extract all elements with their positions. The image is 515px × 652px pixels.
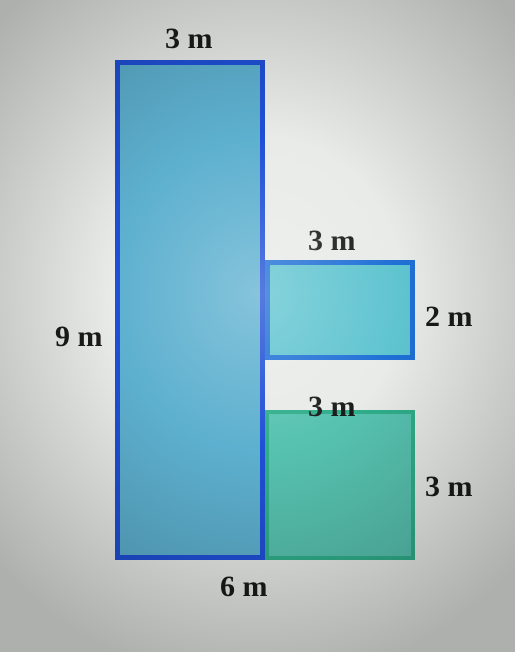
bottom-rect: [265, 410, 415, 560]
label-left-9m: 9 m: [55, 320, 103, 354]
geometry-figure: 3 m 3 m 2 m 9 m 3 m 3 m 6 m: [0, 0, 515, 652]
label-gap-3m: 3 m: [308, 390, 356, 424]
tall-rect: [115, 60, 265, 560]
label-right-2m: 2 m: [425, 300, 473, 334]
label-mid-3m: 3 m: [308, 224, 356, 258]
mid-rect: [265, 260, 415, 360]
label-right-3m: 3 m: [425, 470, 473, 504]
label-bottom-6m: 6 m: [220, 570, 268, 604]
label-top-3m: 3 m: [165, 22, 213, 56]
